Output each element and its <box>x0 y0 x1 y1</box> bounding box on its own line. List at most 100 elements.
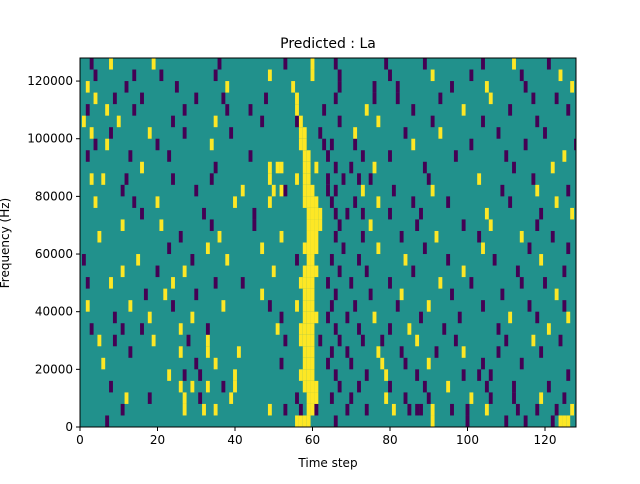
x-tick-label: 0 <box>76 433 84 447</box>
heatmap-cell <box>306 150 311 162</box>
heatmap-cell <box>446 254 451 266</box>
heatmap-cell <box>341 242 346 255</box>
heatmap-cell <box>337 219 342 231</box>
heatmap-cell <box>310 277 315 289</box>
heatmap-cell <box>151 58 156 70</box>
heatmap-cell <box>302 277 307 289</box>
heatmap-cell <box>310 69 315 82</box>
heatmap-cell <box>306 161 311 174</box>
heatmap-cell <box>349 392 354 404</box>
y-tick-label: 80000 <box>35 189 73 203</box>
heatmap-cell <box>384 369 389 381</box>
heatmap-cell <box>376 115 381 128</box>
heatmap-cell <box>306 207 311 220</box>
heatmap-cell <box>508 311 513 324</box>
heatmap-cells <box>81 58 576 427</box>
heatmap-cell <box>512 161 516 174</box>
heatmap-cell <box>182 403 187 416</box>
heatmap-cell <box>182 392 187 404</box>
heatmap-cell <box>368 173 373 185</box>
heatmap-cell <box>492 254 497 266</box>
heatmap-cell <box>295 254 299 266</box>
heatmap-cell <box>543 127 547 139</box>
heatmap-cell <box>570 207 575 220</box>
heatmap-cell <box>403 392 408 404</box>
heatmap-cell <box>217 230 222 243</box>
y-tick-label: 40000 <box>35 305 73 319</box>
y-tick-label: 20000 <box>35 362 73 376</box>
heatmap-cell <box>326 173 330 185</box>
heatmap-cell <box>426 392 431 404</box>
heatmap-cell <box>477 173 482 185</box>
heatmap-cell <box>306 288 311 301</box>
heatmap-cell <box>295 415 299 427</box>
heatmap-cell <box>484 207 489 220</box>
heatmap-cell <box>221 300 226 312</box>
heatmap-cell <box>450 288 454 301</box>
heatmap-cell <box>213 357 218 370</box>
heatmap-cell <box>209 173 214 185</box>
heatmap-cell <box>128 150 133 162</box>
heatmap-cell <box>298 115 303 128</box>
heatmap-cell <box>298 403 303 416</box>
heatmap-cell <box>306 403 311 416</box>
heatmap-cell <box>570 81 575 93</box>
x-tick-label: 60 <box>305 433 320 447</box>
heatmap-cell <box>419 403 423 416</box>
heatmap-cell <box>310 207 315 220</box>
heatmap-cell <box>140 92 144 105</box>
heatmap-cell <box>89 58 94 70</box>
heatmap-cell <box>469 138 474 151</box>
heatmap-cell <box>302 415 307 427</box>
heatmap-cell <box>388 277 392 289</box>
heatmap-cell <box>302 300 307 312</box>
heatmap-cell <box>438 277 443 289</box>
heatmap-cell <box>279 311 284 324</box>
heatmap-cell <box>415 219 420 231</box>
heatmap-cell <box>267 403 272 416</box>
heatmap-cell <box>120 265 125 278</box>
heatmap-cell <box>519 277 524 289</box>
heatmap-cell <box>302 138 307 151</box>
heatmap-cell <box>349 161 354 174</box>
plot-frame <box>79 57 577 428</box>
heatmap-cell <box>550 161 555 174</box>
heatmap-cell <box>461 369 466 381</box>
heatmap-cell <box>306 277 311 289</box>
heatmap-cell <box>519 357 524 370</box>
heatmap-cell <box>93 69 98 82</box>
heatmap-cell <box>264 92 268 105</box>
heatmap-cell <box>124 81 129 93</box>
heatmap-cell <box>132 69 137 82</box>
heatmap-cell <box>182 104 187 116</box>
heatmap-cell <box>337 115 342 128</box>
heatmap-cell <box>395 81 400 93</box>
heatmap-cell <box>182 369 187 381</box>
heatmap-cell <box>430 403 435 416</box>
heatmap-cell <box>481 300 485 312</box>
heatmap-cell <box>310 346 315 358</box>
heatmap-cell <box>314 392 319 404</box>
heatmap-cell <box>302 369 307 381</box>
heatmap-cell <box>430 115 435 128</box>
heatmap-cell <box>546 380 551 393</box>
heatmap-cell <box>380 334 385 347</box>
heatmap-cell <box>302 357 307 370</box>
heatmap-cell <box>310 58 315 70</box>
heatmap-cell <box>364 369 369 381</box>
heatmap-cell <box>295 104 299 116</box>
heatmap-cell <box>535 403 540 416</box>
heatmap-cell <box>546 323 551 335</box>
heatmap-cell <box>415 334 420 347</box>
heatmap-cell <box>326 150 330 162</box>
heatmap-cell <box>283 334 288 347</box>
heatmap-cell <box>461 265 466 278</box>
heatmap-cell <box>310 311 315 324</box>
heatmap-cell <box>372 311 377 324</box>
heatmap-cell <box>515 403 520 416</box>
heatmap-cell <box>132 196 137 208</box>
heatmap-cell <box>105 138 110 151</box>
heatmap-cell <box>306 254 311 266</box>
heatmap-cell <box>155 196 160 208</box>
heatmap-cell <box>388 380 392 393</box>
